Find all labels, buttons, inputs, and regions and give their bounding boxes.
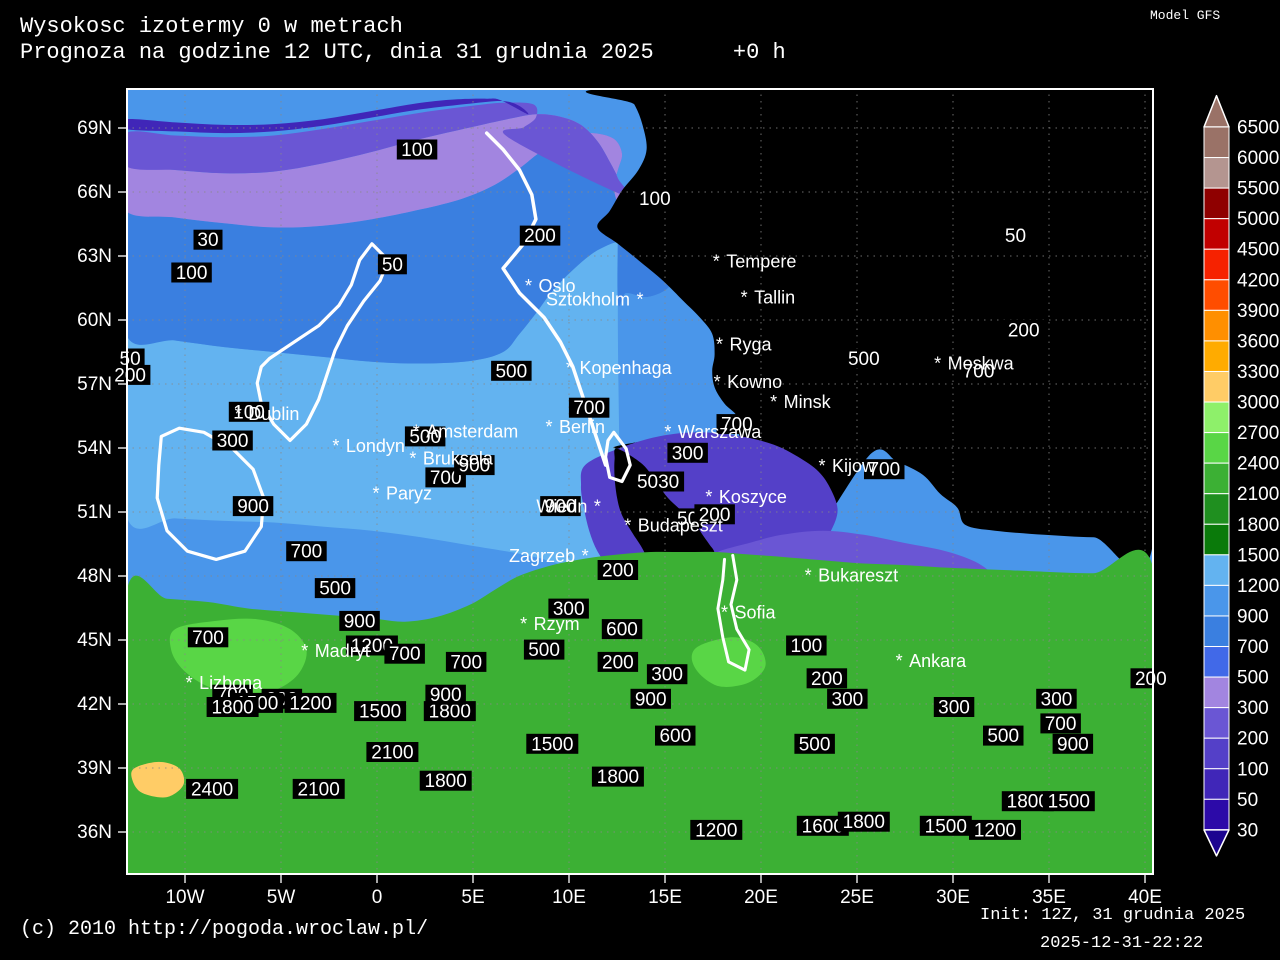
svg-text:66N: 66N	[77, 182, 112, 203]
svg-text:30E: 30E	[936, 887, 970, 908]
svg-text:6000: 6000	[1237, 148, 1279, 169]
svg-text:2400: 2400	[1237, 454, 1279, 475]
svg-text:50: 50	[1237, 790, 1258, 811]
svg-text:5000: 5000	[1237, 209, 1279, 230]
svg-text:5E: 5E	[461, 887, 484, 908]
svg-text:6500: 6500	[1237, 118, 1279, 139]
svg-text:2700: 2700	[1237, 423, 1279, 444]
svg-text:500: 500	[1237, 668, 1269, 689]
svg-text:35E: 35E	[1032, 887, 1066, 908]
svg-text:39N: 39N	[77, 758, 112, 779]
svg-text:2100: 2100	[1237, 484, 1279, 505]
svg-text:3900: 3900	[1237, 301, 1279, 322]
svg-text:1800: 1800	[1237, 515, 1279, 536]
svg-text:30: 30	[1237, 820, 1258, 841]
svg-text:36N: 36N	[77, 822, 112, 843]
svg-text:25E: 25E	[840, 887, 874, 908]
svg-text:100: 100	[1237, 759, 1269, 780]
svg-text:15E: 15E	[648, 887, 682, 908]
svg-text:3300: 3300	[1237, 362, 1279, 383]
svg-text:63N: 63N	[77, 246, 112, 267]
svg-text:42N: 42N	[77, 694, 112, 715]
svg-text:1500: 1500	[1237, 545, 1279, 566]
svg-text:48N: 48N	[77, 566, 112, 587]
svg-text:20E: 20E	[744, 887, 778, 908]
svg-text:60N: 60N	[77, 310, 112, 331]
svg-text:5W: 5W	[267, 887, 296, 908]
svg-text:0: 0	[372, 887, 383, 908]
svg-text:5500: 5500	[1237, 179, 1279, 200]
svg-text:1200: 1200	[1237, 576, 1279, 597]
svg-text:300: 300	[1237, 698, 1269, 719]
svg-text:51N: 51N	[77, 502, 112, 523]
svg-text:57N: 57N	[77, 374, 112, 395]
svg-text:10W: 10W	[165, 887, 204, 908]
svg-text:10E: 10E	[552, 887, 586, 908]
svg-text:700: 700	[1237, 637, 1269, 658]
svg-text:40E: 40E	[1128, 887, 1162, 908]
svg-text:45N: 45N	[77, 630, 112, 651]
svg-text:54N: 54N	[77, 438, 112, 459]
svg-text:3000: 3000	[1237, 393, 1279, 414]
svg-text:4500: 4500	[1237, 240, 1279, 261]
svg-text:200: 200	[1237, 729, 1269, 750]
svg-text:900: 900	[1237, 607, 1269, 628]
svg-text:3600: 3600	[1237, 331, 1279, 352]
svg-text:69N: 69N	[77, 118, 112, 139]
svg-text:4200: 4200	[1237, 270, 1279, 291]
